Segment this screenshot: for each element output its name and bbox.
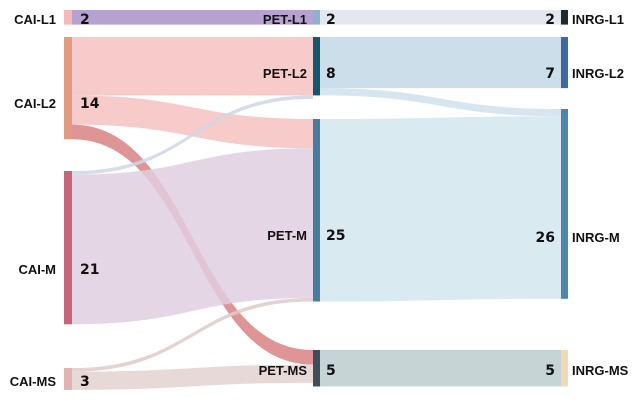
node-label-pet-ms: PET-MS [259, 363, 308, 378]
node-value-cai-m: 21 [80, 262, 99, 278]
node-bar-pet-m [313, 119, 320, 302]
node-bar-cai-l2 [64, 37, 72, 140]
node-value-pet-l1: 2 [326, 12, 336, 28]
sankey-labels: CAI-L1 2 CAI-L2 14 CAI-M 21 CAI-MS 3 PET-L1 2 PET-… [10, 12, 629, 390]
node-label-inrg-ms: INRG-MS [572, 363, 629, 378]
node-label-inrg-l1: INRG-L1 [572, 12, 624, 27]
sankey-links [72, 10, 561, 390]
node-value-pet-l2: 8 [326, 66, 336, 82]
link-pet-ms-to-inrg-ms [320, 350, 561, 387]
node-bar-pet-ms [313, 350, 320, 387]
node-label-inrg-m: INRG-M [572, 230, 620, 245]
node-label-cai-l2: CAI-L2 [14, 96, 56, 111]
node-label-pet-l1: PET-L1 [263, 12, 307, 27]
node-label-inrg-l2: INRG-L2 [572, 66, 624, 81]
node-label-pet-l2: PET-L2 [263, 66, 307, 81]
link-cai-ms-to-pet-ms [72, 364, 313, 390]
node-value-cai-l2: 14 [80, 96, 100, 112]
node-label-cai-ms: CAI-MS [10, 374, 57, 389]
node-bar-cai-m [64, 171, 72, 325]
node-value-inrg-l2: 7 [545, 66, 555, 82]
link-pet-m-to-inrg-m [320, 116, 561, 302]
link-pet-l2-to-inrg-m [320, 88, 561, 117]
node-bar-inrg-l1 [561, 10, 568, 25]
node-bar-pet-l1 [313, 10, 320, 25]
node-bar-inrg-ms [561, 350, 568, 387]
node-value-pet-ms: 5 [326, 363, 336, 379]
link-pet-l1-to-inrg-l1 [320, 10, 561, 25]
node-value-cai-ms: 3 [80, 374, 90, 390]
node-value-cai-l1: 2 [80, 12, 90, 28]
node-value-inrg-ms: 5 [545, 363, 555, 379]
node-label-pet-m: PET-M [267, 228, 307, 243]
link-cai-m-to-pet-m [72, 148, 313, 325]
link-pet-l2-to-inrg-l2 [320, 37, 561, 89]
node-label-cai-l1: CAI-L1 [14, 12, 56, 27]
node-value-inrg-l1: 2 [545, 12, 555, 28]
node-value-pet-m: 25 [326, 228, 345, 244]
node-bar-inrg-l2 [561, 37, 568, 89]
link-cai-l1-to-pet-l1 [72, 10, 313, 25]
sankey-nodes [64, 10, 568, 390]
link-cai-l2-to-pet-m [72, 95, 313, 149]
node-bar-cai-l1 [64, 10, 72, 25]
link-cai-m-to-pet-l2 [72, 95, 313, 175]
link-cai-ms-to-pet-m [72, 297, 313, 372]
node-bar-inrg-m [561, 109, 568, 299]
node-label-cai-m: CAI-M [18, 262, 56, 277]
node-bar-cai-ms [64, 368, 72, 390]
link-cai-l2-to-pet-l2 [72, 37, 313, 96]
node-bar-pet-l2 [313, 37, 320, 96]
node-value-inrg-m: 26 [536, 230, 555, 246]
